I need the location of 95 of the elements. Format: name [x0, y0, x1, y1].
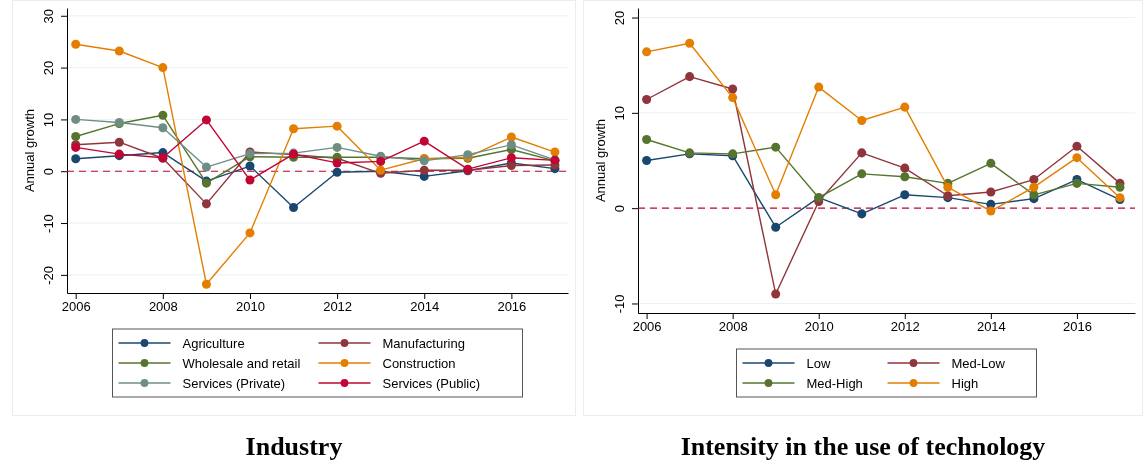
point — [1029, 182, 1039, 192]
point — [71, 39, 81, 49]
point — [642, 47, 652, 57]
legend-label: Agriculture — [182, 336, 245, 351]
point — [1029, 190, 1039, 200]
point — [986, 206, 996, 216]
x-tick-label: 2006 — [61, 299, 91, 315]
y-axis-title: Annual growth — [593, 118, 608, 203]
point — [71, 114, 81, 124]
point — [332, 142, 342, 152]
point — [771, 142, 781, 152]
point — [986, 187, 996, 197]
point — [332, 167, 342, 177]
point — [201, 199, 211, 209]
legend-label: High — [951, 376, 979, 391]
y-tick-label: 20 — [41, 60, 56, 76]
point — [419, 165, 429, 175]
y-tick-label: 10 — [612, 106, 627, 121]
y-tick-label: 0 — [41, 168, 56, 176]
point — [201, 115, 211, 125]
point — [642, 135, 652, 145]
x-tick-label: 2016 — [1062, 319, 1092, 335]
point — [1072, 153, 1082, 163]
point — [419, 136, 429, 146]
point — [289, 202, 299, 213]
y-tick-label: 30 — [41, 9, 56, 24]
x-tick-label: 2006 — [632, 319, 662, 335]
point — [1072, 141, 1082, 151]
x-tick-label: 2016 — [497, 299, 527, 315]
point — [1115, 182, 1125, 192]
point — [857, 148, 867, 158]
legend-label: Wholesale and retail — [182, 356, 301, 371]
point — [201, 162, 211, 172]
point — [771, 289, 781, 299]
point — [71, 132, 81, 142]
text: Industry — [245, 432, 343, 461]
point — [114, 46, 124, 56]
point — [857, 209, 867, 219]
legend-label: Low — [806, 356, 831, 371]
legend-label: Med-Low — [951, 356, 1006, 371]
point — [900, 102, 910, 112]
point — [245, 175, 255, 185]
x-tick-label: 2012 — [323, 299, 353, 315]
point — [728, 84, 738, 94]
x-tick-label: 2012 — [890, 319, 920, 335]
point — [857, 115, 867, 125]
point — [289, 124, 299, 134]
y-axis-title: Annual growth — [22, 108, 37, 193]
legend-label: Construction — [382, 356, 456, 371]
text: Intensity in the use of technology — [680, 432, 1046, 461]
point — [642, 94, 652, 105]
point — [376, 156, 386, 166]
point — [685, 38, 695, 48]
point — [201, 279, 211, 289]
x-tick-label: 2014 — [976, 319, 1006, 335]
legend-label: Services (Public) — [382, 376, 481, 391]
y-tick-label: -10 — [612, 294, 627, 314]
point — [857, 169, 867, 179]
point — [245, 161, 255, 171]
legend-label: Med-High — [806, 376, 863, 391]
point — [685, 72, 695, 82]
point — [900, 190, 910, 200]
y-tick-label: 0 — [612, 205, 627, 213]
point — [943, 182, 953, 192]
point — [550, 147, 560, 157]
x-tick-label: 2008 — [148, 299, 178, 315]
point — [245, 228, 255, 238]
point — [158, 123, 168, 133]
x-tick-label: 2008 — [718, 319, 748, 335]
y-tick-label: -10 — [41, 214, 56, 233]
point — [728, 93, 738, 103]
x-tick-label: 2010 — [236, 299, 265, 315]
point — [114, 137, 124, 147]
point — [771, 190, 781, 200]
point — [158, 110, 168, 120]
x-tick-label: 2010 — [804, 319, 834, 335]
legend-label: Services (Private) — [182, 376, 286, 391]
point — [771, 222, 781, 232]
point — [506, 140, 516, 150]
point — [642, 155, 652, 166]
point — [1029, 175, 1039, 185]
point — [814, 82, 824, 92]
point — [986, 158, 996, 168]
point — [900, 172, 910, 182]
point — [332, 121, 342, 131]
point — [158, 63, 168, 73]
point — [71, 154, 81, 164]
point — [900, 163, 910, 173]
x-tick-label: 2014 — [410, 299, 440, 315]
legend-label: Manufacturing — [382, 336, 465, 351]
y-tick-label: 20 — [612, 10, 627, 26]
y-tick-label: -20 — [41, 265, 56, 285]
point — [332, 158, 342, 168]
point — [506, 153, 516, 163]
y-tick-label: 10 — [41, 112, 56, 128]
